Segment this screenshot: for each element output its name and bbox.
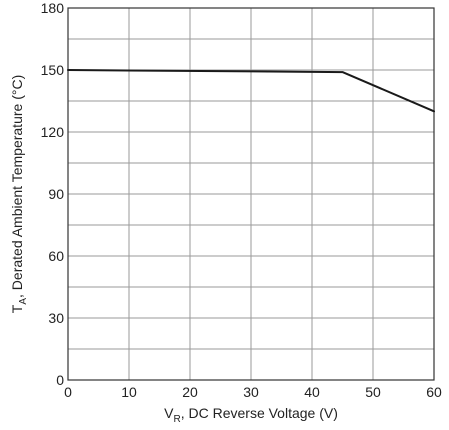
x-axis-title-main: V [164, 405, 174, 421]
x-axis-title-rest: , DC Reverse Voltage (V) [181, 405, 338, 421]
y-axis-title-subscript: A [18, 298, 29, 305]
y-axis-title-rest: , Derated Ambient Temperature (°C) [9, 75, 25, 298]
x-tick-label: 10 [121, 384, 137, 400]
x-axis-title: VR, DC Reverse Voltage (V) [164, 405, 338, 425]
series-layer [67, 69, 435, 113]
x-tick-label: 60 [426, 384, 442, 400]
y-axis-title: TA, Derated Ambient Temperature (°C) [9, 75, 29, 313]
y-axis-ticks: 0 30 60 90 120 150 180 [41, 0, 65, 388]
y-tick-label: 120 [41, 124, 65, 140]
derating-curve [67, 69, 435, 113]
y-tick-label: 30 [48, 310, 64, 326]
x-tick-label: 50 [365, 384, 381, 400]
y-tick-label: 90 [48, 186, 64, 202]
x-axis-ticks: 0 10 20 30 40 50 60 [64, 384, 442, 400]
y-tick-label: 60 [48, 248, 64, 264]
x-axis-title-subscript: R [173, 414, 180, 425]
grid-lines [68, 8, 434, 380]
x-tick-label: 0 [64, 384, 72, 400]
plot-frame [67, 7, 435, 381]
y-tick-label: 0 [56, 372, 64, 388]
x-tick-label: 40 [304, 384, 320, 400]
y-tick-label: 150 [41, 62, 65, 78]
x-tick-label: 20 [182, 384, 198, 400]
x-tick-label: 30 [243, 384, 259, 400]
y-axis-title-main: T [9, 304, 25, 313]
y-tick-label: 180 [41, 0, 65, 16]
